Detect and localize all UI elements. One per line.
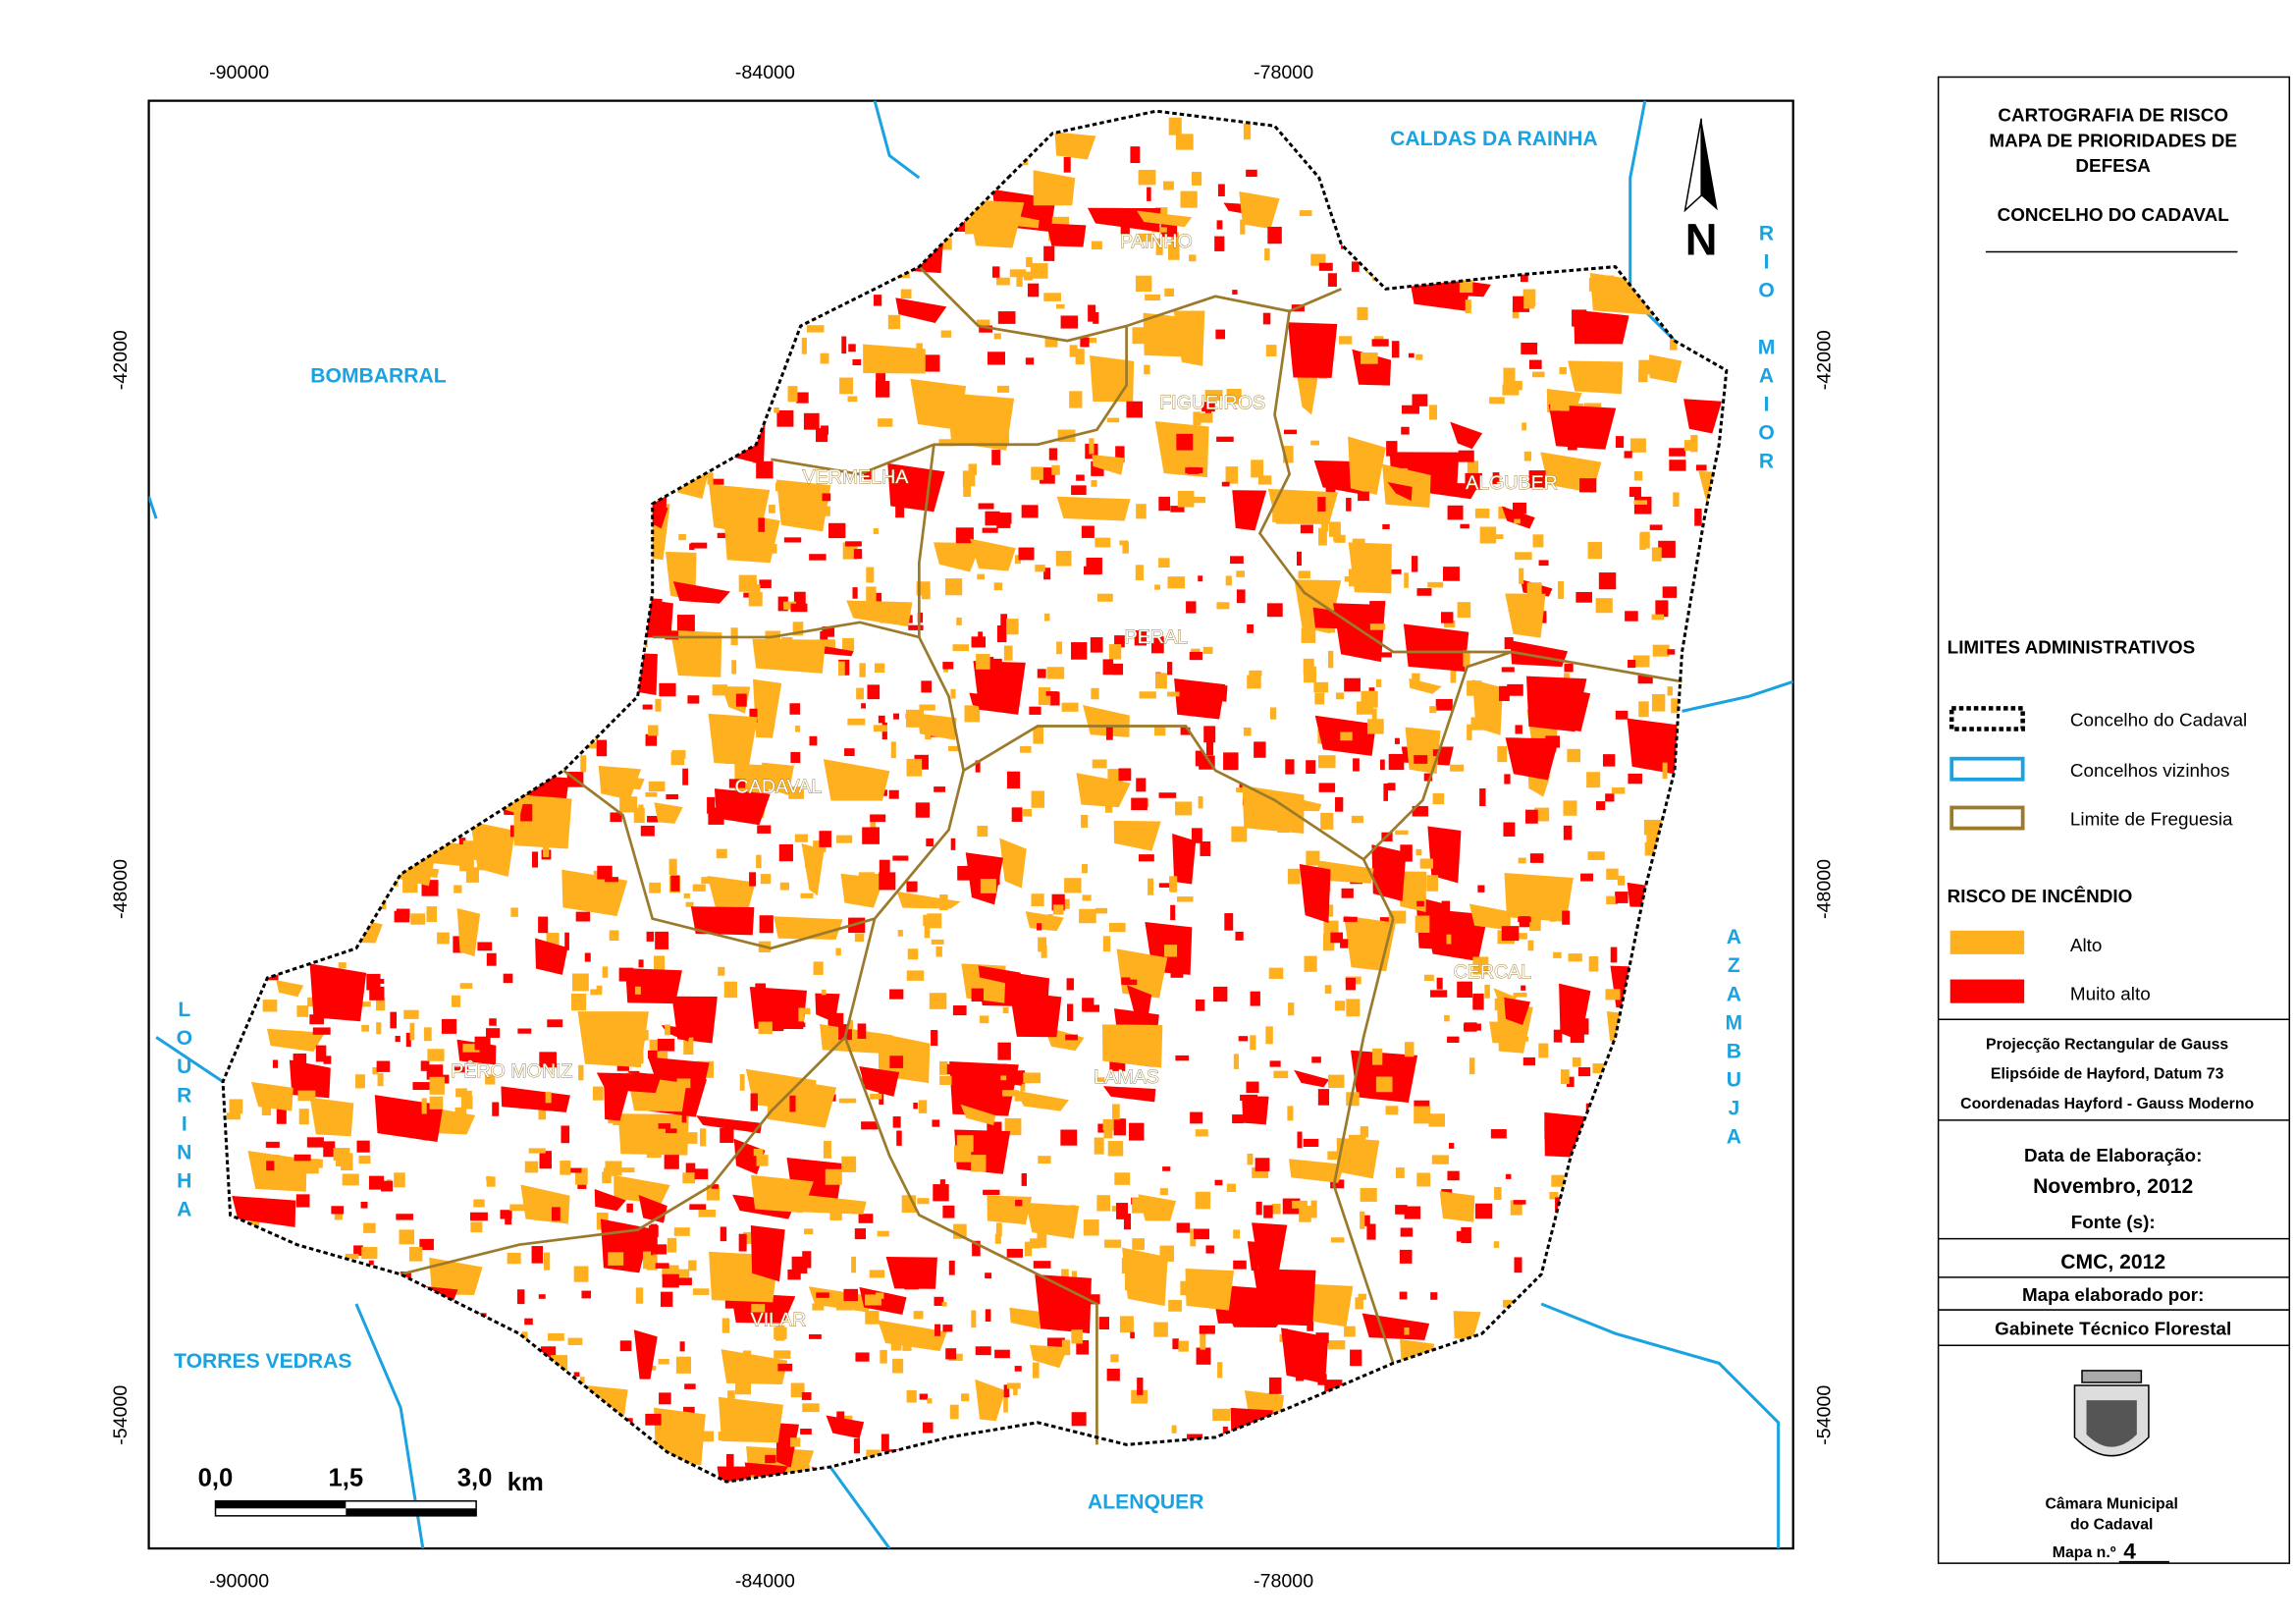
neighbour-label: RIO MAIOR <box>1755 222 1778 478</box>
x-coord-label: -78000 <box>1254 62 1313 83</box>
legend-swatch <box>1949 756 2025 782</box>
date-label: Data de Elaboração: <box>2024 1145 2202 1165</box>
legend-label: Concelhos vizinhos <box>2070 760 2230 781</box>
neighbour-labels: CALDAS DA RAINHA BOMBARRAL RIO MAIOR AZA… <box>173 128 1778 1513</box>
map-frame <box>147 99 1794 1550</box>
neighbour-label: BOMBARRAL <box>310 364 446 387</box>
scale-bar: 0,0 1,5 3,0 km <box>198 1465 544 1517</box>
neighbour-label: ALENQUER <box>1088 1490 1203 1513</box>
neighbour-label: CALDAS DA RAINHA <box>1390 128 1597 150</box>
x-coord-label: -78000 <box>1254 1570 1313 1592</box>
parish-label: CADAVAL <box>735 776 823 797</box>
x-coord-label: -84000 <box>735 62 795 83</box>
legend-label: Concelho do Cadaval <box>2070 709 2247 730</box>
parish-label: ALGUBER <box>1466 472 1558 494</box>
neighbour-label: AZAMBUJA <box>1723 926 1745 1154</box>
panel-title: DEFESA <box>2075 155 2151 176</box>
y-coord-label: -48000 <box>1813 859 1835 919</box>
source-label: Fonte (s): <box>2071 1212 2156 1232</box>
parish-label: FIGUEIROS <box>1159 393 1265 414</box>
parish-labels: PAINHO FIGUEIROS VERMELHA ALGUBER PERAL … <box>451 231 1559 1332</box>
panel-title: MAPA DE PRIORIDADES DE <box>1989 130 2237 150</box>
y-coord-label: -54000 <box>110 1385 132 1445</box>
legend-swatch <box>1949 930 2025 954</box>
x-coord-label: -90000 <box>209 62 269 83</box>
y-coord-label: -42000 <box>110 330 132 390</box>
map-number-label: Mapa n.º <box>2053 1544 2116 1561</box>
legend-label: Alto <box>2070 935 2103 955</box>
x-coord-label: -84000 <box>735 1570 795 1592</box>
scale-label: 3,0 <box>457 1465 493 1492</box>
neighbour-label: LOURINHA <box>173 999 195 1226</box>
north-arrow: N <box>1683 118 1718 265</box>
projection-text: Coordenadas Hayford - Gauss Moderno <box>1960 1096 2254 1112</box>
parish-label: VILAR <box>751 1310 807 1331</box>
parish-label: CERCAL <box>1454 961 1532 983</box>
parish-label: PAINHO <box>1120 231 1193 252</box>
y-coord-label: -42000 <box>1813 330 1835 390</box>
neighbour-label: TORRES VEDRAS <box>174 1350 351 1373</box>
scale-unit: km <box>507 1469 544 1496</box>
scale-label: 0,0 <box>198 1465 234 1492</box>
legend-swatch <box>1949 979 2025 1003</box>
date: Novembro, 2012 <box>2033 1175 2193 1198</box>
x-coord-label: -90000 <box>209 1570 269 1592</box>
y-coord-label: -48000 <box>110 859 132 919</box>
legend-swatch <box>1949 805 2025 831</box>
parish-label: PÊRO MONIZ <box>451 1059 572 1082</box>
parish-boundaries <box>400 265 1682 1445</box>
parish-label: PERAL <box>1125 626 1188 648</box>
projection-text: Elipsóide de Hayford, Datum 73 <box>1991 1066 2224 1083</box>
author-label: Mapa elaborado por: <box>2022 1284 2204 1305</box>
legend-heading: LIMITES ADMINISTRATIVOS <box>1948 637 2196 658</box>
legend-panel: CARTOGRAFIA DE RISCO MAPA DE PRIORIDADES… <box>1937 76 2291 1564</box>
legend-swatch <box>1949 706 2025 731</box>
legend-label: Limite de Freguesia <box>2070 809 2233 830</box>
panel-frame <box>1937 76 2291 1564</box>
crest <box>2073 1370 2150 1457</box>
panel-subtitle: CONCELHO DO CADAVAL <box>1998 204 2229 225</box>
panel-title: CARTOGRAFIA DE RISCO <box>1998 105 2228 126</box>
parish-label: LAMAS <box>1094 1066 1158 1088</box>
map-number: 4 <box>2123 1540 2136 1564</box>
source: CMC, 2012 <box>2060 1251 2165 1273</box>
scale-label: 1,5 <box>328 1465 363 1492</box>
parish-label: VERMELHA <box>803 466 910 488</box>
legend-heading: RISCO DE INCÊNDIO <box>1948 886 2133 906</box>
north-label: N <box>1685 215 1718 265</box>
institution: Câmara Municipal <box>2045 1495 2177 1512</box>
y-coord-label: -54000 <box>1813 1385 1835 1445</box>
author: Gabinete Técnico Florestal <box>1995 1319 2231 1339</box>
legend-label: Muito alto <box>2070 984 2151 1004</box>
projection-text: Projecção Rectangular de Gauss <box>1986 1036 2228 1053</box>
municipality-outline <box>221 109 1729 1484</box>
coordinates: -90000 -84000 -78000 -90000 -84000 -7800… <box>110 62 1835 1592</box>
institution: do Cadaval <box>2070 1516 2153 1533</box>
